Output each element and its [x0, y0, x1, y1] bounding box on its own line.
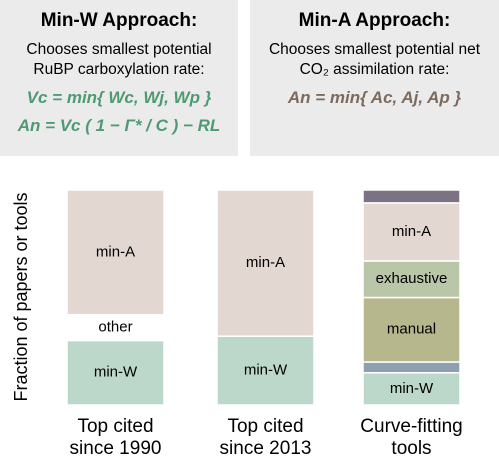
x-tick-label: Top cited since 1990 — [69, 416, 162, 459]
bar-segment — [362, 202, 461, 262]
segment-label: exhaustive — [376, 270, 448, 287]
segment-label: min-W — [94, 364, 138, 381]
equation: Vc = min{ Wc, Wj, Wp } — [26, 88, 212, 107]
bar-segment — [66, 339, 165, 406]
segment-label: min-W — [390, 380, 434, 397]
segment-label: min-W — [244, 362, 288, 379]
box-description: Chooses smallest potential RuBP carboxyl… — [26, 41, 212, 78]
min-w-box: Min-W Approach: Chooses smallest potenti… — [0, 0, 238, 156]
x-tick-label: Top cited since 2013 — [219, 416, 312, 459]
segment-label: manual — [387, 321, 436, 338]
bar-segment — [66, 313, 165, 342]
y-axis-label: Fraction of papers or tools — [11, 192, 31, 401]
segment-label: min-A — [96, 243, 135, 260]
box-title: Min-A Approach: — [298, 10, 451, 31]
bar-segment — [66, 189, 165, 316]
box-title: Min-W Approach: — [40, 10, 198, 31]
bar-segment — [362, 260, 461, 299]
segment-label: min-A — [246, 254, 285, 271]
equation: An = min{ Ac, Aj, Ap } — [287, 88, 462, 107]
bar-segment — [362, 361, 461, 374]
x-tick-label: Curve-fitting tools — [360, 416, 463, 459]
bar-segment — [216, 189, 315, 337]
bar-segment — [362, 189, 461, 204]
min-a-box: Min-A Approach: Chooses smallest potenti… — [250, 0, 499, 156]
segment-label: min-A — [392, 223, 431, 240]
bar-segment — [362, 296, 461, 363]
bar-segment — [362, 372, 461, 406]
segment-label: other — [98, 319, 132, 336]
equation: An = Vc ( 1 − Γ* / C ) − RL — [17, 116, 221, 135]
box-description: Chooses smallest potential net CO₂ assim… — [268, 41, 481, 78]
